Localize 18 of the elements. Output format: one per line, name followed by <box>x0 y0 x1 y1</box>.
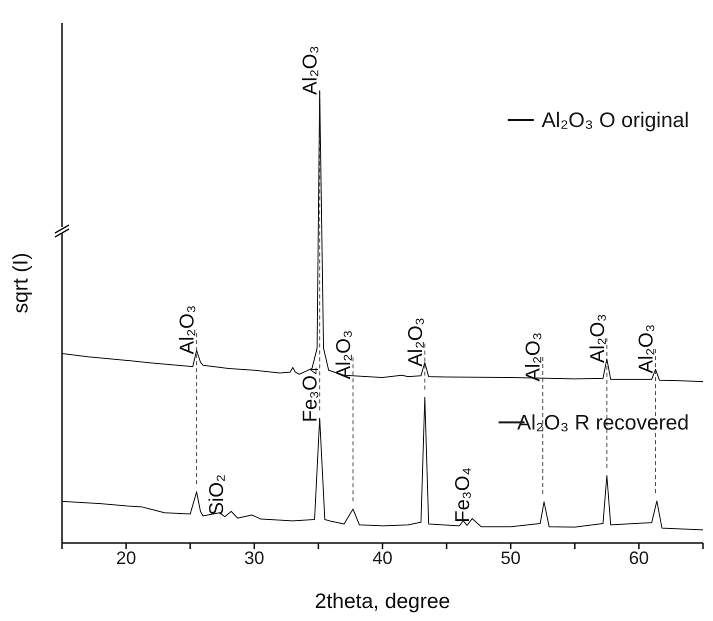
y-axis-title: sqrt (I) <box>9 252 32 314</box>
annotation: Al₂O₃ <box>333 330 356 380</box>
annotation: Fe₃O₄ <box>452 467 474 523</box>
x-tick-label: 30 <box>244 548 264 568</box>
x-axis-title: 2theta, degree <box>314 590 450 613</box>
annotation: Al₂O₃ <box>522 332 545 382</box>
x-tick-label: 20 <box>116 548 136 568</box>
annotation: SiO₂ <box>206 474 228 516</box>
x-tick-label: 40 <box>372 548 393 568</box>
annotation: Fe₃O₄ <box>300 366 322 422</box>
annotation: Al₂O₃ <box>586 314 609 363</box>
x-tick-label: 50 <box>500 548 521 568</box>
x-tick-label: 60 <box>628 548 649 568</box>
annotation: Al₂O₃ <box>404 317 427 367</box>
annotation: Al₂O₃ <box>636 324 658 374</box>
annotation: Al₂O₃ <box>176 305 199 354</box>
annotation: Al₂O₃ <box>300 46 322 95</box>
legend-label: Al₂O₃ O original <box>542 109 689 132</box>
